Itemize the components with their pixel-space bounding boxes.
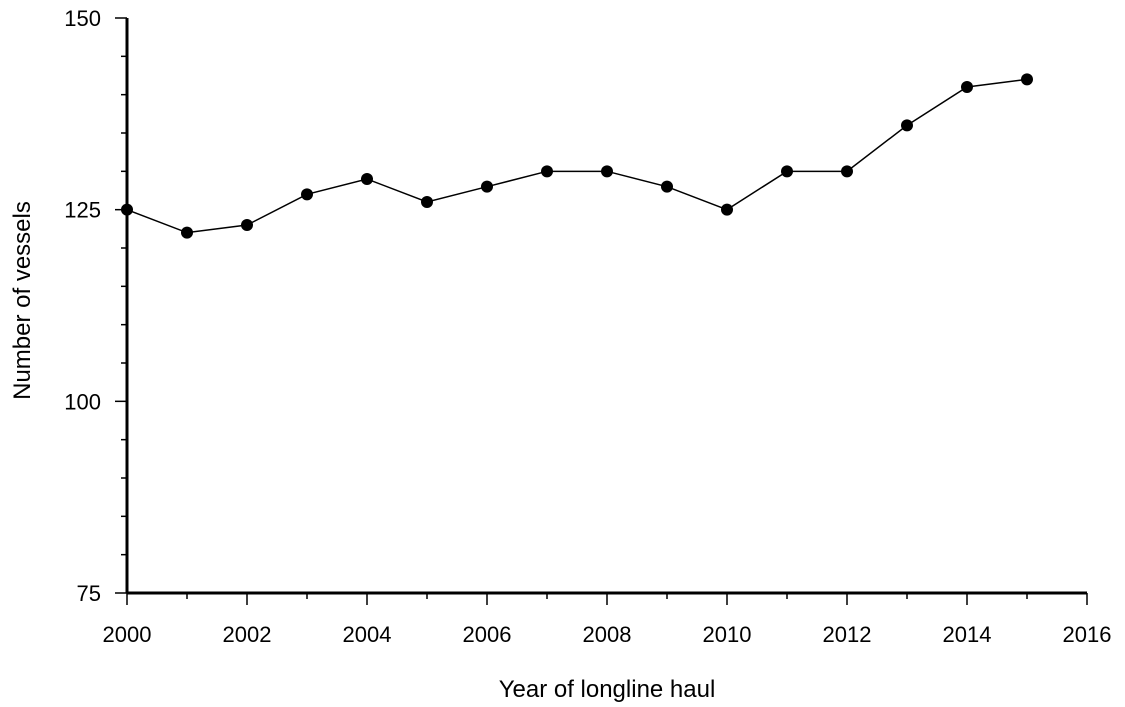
data-point xyxy=(721,203,733,216)
data-point xyxy=(241,219,253,231)
y-tick-label: 75 xyxy=(77,581,101,606)
x-tick-label: 2008 xyxy=(583,622,632,647)
data-point xyxy=(841,165,853,178)
x-tick-label: 2004 xyxy=(343,622,392,647)
data-point xyxy=(541,165,553,178)
y-tick-label: 150 xyxy=(64,6,101,31)
y-tick-label: 100 xyxy=(64,389,101,414)
data-point xyxy=(181,226,193,239)
x-axis-title: Year of longline haul xyxy=(499,676,716,703)
x-tick-label: 2012 xyxy=(823,622,872,647)
data-point xyxy=(1021,73,1033,86)
ticks-layer: 75 100 125 150 2000 2002 2004 2006 2008 2010 2012 2… xyxy=(64,6,1111,647)
data-point xyxy=(301,188,313,201)
y-axis-title: Number of vessels xyxy=(9,201,36,400)
data-point xyxy=(661,180,673,193)
data-point xyxy=(781,165,793,178)
data-point xyxy=(901,119,913,132)
series-layer xyxy=(121,73,1033,239)
x-tick-label: 2006 xyxy=(463,622,512,647)
data-point xyxy=(601,165,613,178)
data-point xyxy=(421,196,433,208)
series-line xyxy=(126,78,1028,234)
data-point xyxy=(961,81,973,93)
x-tick-label: 2016 xyxy=(1063,622,1112,647)
y-tick-label: 125 xyxy=(64,198,101,223)
data-point xyxy=(481,180,493,193)
data-point xyxy=(361,173,373,185)
data-point xyxy=(121,203,133,216)
x-tick-label: 2002 xyxy=(223,622,272,647)
x-tick-label: 2000 xyxy=(103,622,152,647)
x-tick-label: 2014 xyxy=(943,622,992,647)
x-tick-label: 2010 xyxy=(703,622,752,647)
